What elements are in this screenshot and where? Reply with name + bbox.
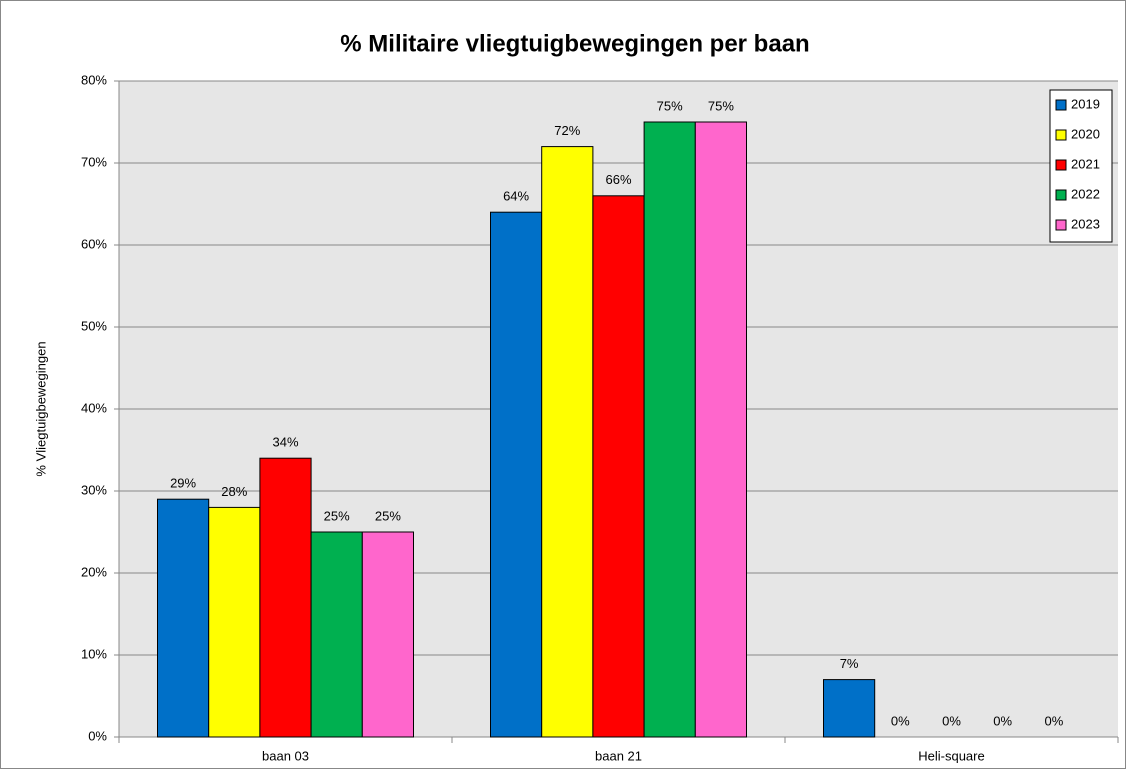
y-tick-label: 50% (81, 318, 107, 333)
data-label: 7% (840, 656, 859, 671)
bar (361, 531, 414, 738)
y-tick-label: 40% (81, 400, 107, 415)
bar (157, 498, 210, 738)
bar (823, 679, 876, 738)
legend-swatch (1055, 129, 1067, 141)
bar (694, 121, 747, 738)
legend-swatch (1055, 189, 1067, 201)
data-label: 29% (170, 476, 196, 491)
legend-label: 2021 (1071, 156, 1100, 171)
y-axis-label: % Vliegtuigbewegingen (33, 341, 48, 476)
legend-swatch (1055, 159, 1067, 171)
data-label: 64% (503, 189, 529, 204)
x-tick-label: baan 21 (595, 748, 642, 763)
data-label: 25% (324, 508, 350, 523)
data-label: 0% (993, 713, 1012, 728)
data-label: 0% (891, 713, 910, 728)
bar (541, 146, 594, 738)
data-label: 25% (375, 508, 401, 523)
legend-swatch (1055, 99, 1067, 111)
legend-label: 2022 (1071, 186, 1100, 201)
bar (259, 457, 312, 738)
y-tick-label: 20% (81, 564, 107, 579)
legend-label: 2019 (1071, 96, 1100, 111)
legend-label: 2020 (1071, 126, 1100, 141)
y-tick-label: 30% (81, 482, 107, 497)
bar (310, 531, 363, 738)
data-label: 0% (1045, 713, 1064, 728)
data-label: 66% (605, 172, 631, 187)
legend-swatch (1055, 219, 1067, 231)
y-tick-label: 60% (81, 236, 107, 251)
y-tick-label: 70% (81, 154, 107, 169)
x-tick-label: baan 03 (262, 748, 309, 763)
data-label: 75% (657, 98, 683, 113)
y-tick-label: 0% (88, 728, 107, 743)
data-label: 28% (221, 484, 247, 499)
data-label: 72% (554, 123, 580, 138)
chart-title: % Militaire vliegtuigbewegingen per baan (340, 30, 809, 57)
bar (208, 506, 261, 738)
x-tick-label: Heli-square (918, 748, 984, 763)
y-tick-label: 80% (81, 72, 107, 87)
data-label: 0% (942, 713, 961, 728)
data-label: 34% (272, 435, 298, 450)
bar (592, 195, 645, 738)
bar (643, 121, 696, 738)
y-tick-label: 10% (81, 646, 107, 661)
bar (490, 211, 543, 738)
data-label: 75% (708, 98, 734, 113)
legend-label: 2023 (1071, 216, 1100, 231)
